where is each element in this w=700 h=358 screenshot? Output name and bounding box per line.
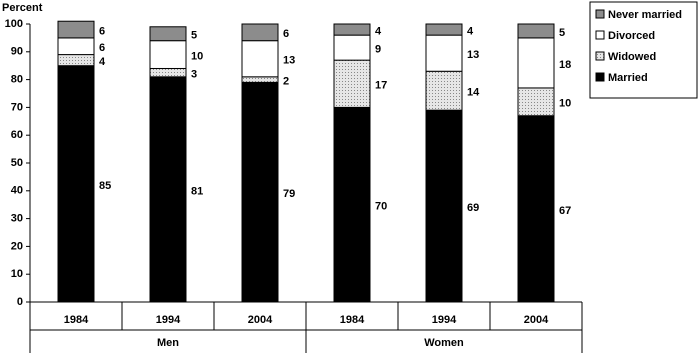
legend-label: Married bbox=[608, 72, 648, 84]
bar-segment bbox=[333, 59, 371, 108]
legend-box bbox=[589, 1, 698, 99]
value-label: 5 bbox=[191, 30, 197, 42]
value-label: 85 bbox=[99, 180, 111, 192]
bar-segment bbox=[333, 106, 371, 303]
value-label: 17 bbox=[375, 80, 387, 92]
value-label: 10 bbox=[191, 50, 203, 62]
bar-segment bbox=[425, 109, 463, 303]
y-tick-label: 20 bbox=[11, 240, 23, 252]
value-label: 4 bbox=[375, 25, 382, 37]
bar-segment bbox=[425, 70, 463, 111]
bar-segment bbox=[57, 65, 95, 303]
bar-segment bbox=[517, 87, 555, 117]
value-label: 79 bbox=[283, 188, 295, 200]
value-label: 10 bbox=[559, 98, 571, 110]
bar-segment bbox=[425, 34, 463, 72]
bar-segment bbox=[241, 23, 279, 42]
legend-label: Never married bbox=[608, 9, 682, 21]
bar-segment bbox=[149, 40, 187, 69]
bar-segment bbox=[241, 76, 279, 83]
bar-segment bbox=[241, 40, 279, 78]
y-tick-label: 10 bbox=[11, 268, 23, 280]
x-tick-label: 2004 bbox=[248, 314, 273, 326]
bar-segment bbox=[333, 34, 371, 61]
value-label: 70 bbox=[375, 201, 387, 213]
value-label: 4 bbox=[467, 25, 474, 37]
x-tick-label: 1994 bbox=[156, 314, 181, 326]
value-label: 5 bbox=[559, 27, 565, 39]
value-label: 6 bbox=[99, 25, 105, 37]
y-tick-label: 70 bbox=[11, 101, 23, 113]
legend-label: Divorced bbox=[608, 30, 655, 42]
value-label: 4 bbox=[99, 56, 106, 68]
bar-segment bbox=[149, 67, 187, 78]
legend-swatch bbox=[595, 9, 605, 19]
bar-segment bbox=[517, 37, 555, 89]
x-tick-label: 1984 bbox=[64, 314, 89, 326]
legend-label: Widowed bbox=[608, 51, 656, 63]
bar-segment bbox=[57, 37, 95, 56]
y-axis-label: Percent bbox=[2, 2, 43, 14]
value-label: 14 bbox=[467, 87, 480, 99]
y-tick-label: 0 bbox=[17, 296, 23, 308]
y-tick-label: 90 bbox=[11, 46, 23, 58]
group-label: Women bbox=[424, 337, 464, 349]
value-label: 2 bbox=[283, 76, 289, 88]
x-tick-label: 1994 bbox=[432, 314, 457, 326]
y-tick-label: 40 bbox=[11, 185, 23, 197]
value-label: 13 bbox=[467, 49, 479, 61]
value-label: 9 bbox=[375, 44, 381, 56]
value-label: 69 bbox=[467, 202, 479, 214]
legend-swatch bbox=[595, 51, 605, 61]
y-tick-label: 80 bbox=[11, 74, 23, 86]
value-label: 6 bbox=[99, 42, 105, 54]
bar-segment bbox=[425, 23, 463, 36]
bar-segment bbox=[241, 81, 279, 303]
value-label: 67 bbox=[559, 205, 571, 217]
y-tick-label: 30 bbox=[11, 213, 23, 225]
x-tick-label: 1984 bbox=[340, 314, 365, 326]
bar-segment bbox=[57, 20, 95, 39]
legend-swatch bbox=[595, 30, 605, 40]
value-label: 81 bbox=[191, 185, 203, 197]
legend-swatch bbox=[595, 72, 605, 82]
y-tick-label: 60 bbox=[11, 129, 23, 141]
value-label: 3 bbox=[191, 69, 197, 81]
bar-segment bbox=[149, 26, 187, 42]
bar-segment bbox=[333, 23, 371, 36]
value-label: 18 bbox=[559, 59, 571, 71]
bar-segment bbox=[517, 115, 555, 303]
bar-segment bbox=[57, 54, 95, 67]
bar-segment bbox=[517, 23, 555, 39]
group-label: Men bbox=[157, 337, 179, 349]
value-label: 6 bbox=[283, 28, 289, 40]
y-tick-label: 100 bbox=[5, 18, 23, 30]
value-label: 13 bbox=[283, 55, 295, 67]
bar-segment bbox=[149, 76, 187, 303]
y-tick-label: 50 bbox=[11, 157, 23, 169]
x-tick-label: 2004 bbox=[524, 314, 549, 326]
